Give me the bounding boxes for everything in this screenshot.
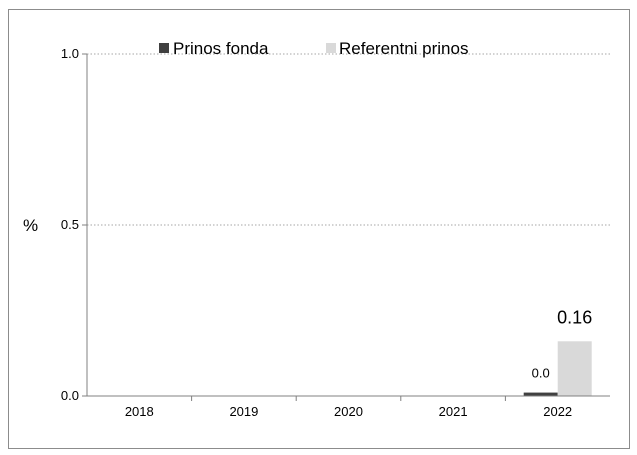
x-tick-label: 2020 <box>334 404 363 419</box>
y-tick-label: 1.0 <box>61 46 79 61</box>
bar-prinos-fonda <box>523 392 558 396</box>
legend-label-referentni-prinos: Referentni prinos <box>339 39 468 58</box>
x-tick-label: 2021 <box>439 404 468 419</box>
legend-label-prinos-fonda: Prinos fonda <box>173 39 269 58</box>
data-label: 0.0 <box>532 366 550 381</box>
x-tick-label: 2022 <box>543 404 572 419</box>
legend: Prinos fonda Referentni prinos <box>159 39 468 58</box>
y-tick-label: 0.0 <box>61 388 79 403</box>
y-axis-label: % <box>23 216 38 235</box>
chart-frame: 0.0 0.5 1.0 2018 2019 2020 2021 2022 0.0 0.16 % … <box>8 9 630 449</box>
legend-swatch-referentni-prinos <box>326 43 336 53</box>
legend-swatch-prinos-fonda <box>159 43 169 53</box>
y-tick-label: 0.5 <box>61 217 79 232</box>
data-label: 0.16 <box>557 307 592 327</box>
x-tick-label: 2018 <box>125 404 154 419</box>
bar-referentni-prinos <box>557 341 592 396</box>
x-tick-label: 2019 <box>229 404 258 419</box>
